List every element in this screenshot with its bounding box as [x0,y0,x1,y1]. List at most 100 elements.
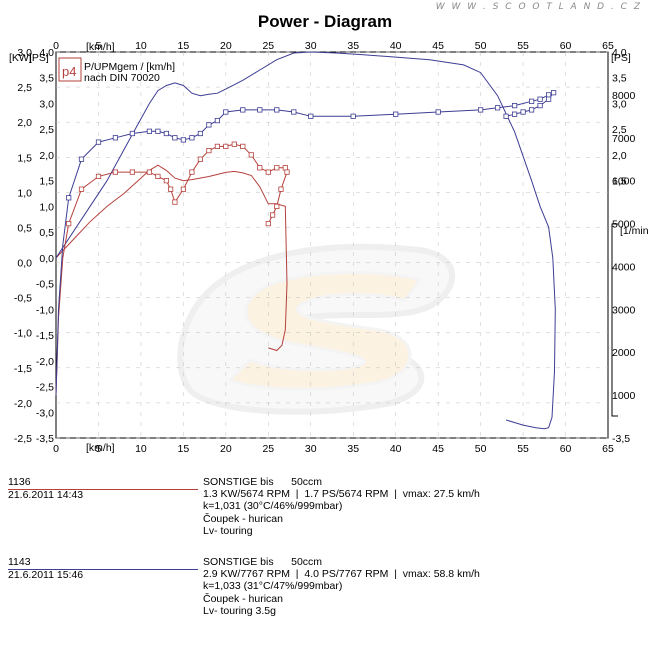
rpm-marker [189,135,195,141]
right-ps-tick-label: 1,5 [612,176,627,188]
rpm-marker [129,169,135,175]
rpm-tick-label: 2000 [612,347,636,359]
right-ps-tick-label: -3,5 [612,433,630,445]
ps-tick-label: 4,0 [39,47,54,59]
right-ps-tick-label: 2,5 [612,124,627,136]
kw-tick-label: -0,5 [14,293,32,305]
rpm-marker [512,103,518,109]
rpm-marker [66,220,72,227]
rpm-tick-label: 1000 [612,390,636,402]
ps-tick-label: 1,5 [39,176,54,188]
x-tick-label-top: 0 [53,40,59,52]
rpm-marker [537,96,543,102]
left-axis-kw-label: [KW] [9,52,32,64]
run-details: SONSTIGE bis 50ccm 1.3 KW/5674 RPM | 1.7… [203,476,480,537]
kw-tick-label: 2,0 [17,117,32,129]
right-axis-ps-label: [PS] [611,52,631,64]
x-tick-label-bottom: 5 [96,443,102,455]
x-tick-label-bottom: 40 [390,443,402,455]
rpm-marker [146,169,152,175]
kw-tick-label: -2,0 [14,398,32,410]
rpm-marker [214,143,220,149]
rpm-marker [167,186,174,192]
rpm-marker [546,96,552,102]
ps-tick-label: 0,5 [39,227,54,239]
p4-logo [58,57,82,82]
x-tick-label-top: 15 [178,40,190,52]
rpm-marker [529,107,535,113]
rpm-marker [512,111,518,117]
x-tick-label-top: 35 [347,40,359,52]
rpm-marker [146,128,152,134]
x-axis-top-label: [km/h] [86,41,115,53]
rpm-marker [214,118,220,124]
ps-tick-label: 3,5 [39,73,54,85]
kw-tick-label: 0,5 [17,222,32,234]
rpm-marker [197,130,203,137]
rpm-marker [112,169,118,175]
power-chart: 0 5 10 15 20 25 30 35 40 45 50 55 60 65 0 5 10 15 20 25 30 3… [9,40,649,455]
chart-title: Power - Diagram [257,12,393,31]
kw-tick-label: -1,0 [14,328,32,340]
x-axis-bottom: 0 5 10 15 20 25 30 35 40 45 50 55 60 65 [53,443,614,455]
rpm-marker [477,107,484,113]
kw-tick-label: -1,5 [14,363,32,375]
rpm-marker [180,186,186,192]
run-color-line [8,489,198,490]
legend-line-2: nach DIN 70020 [84,72,160,84]
rpm-marker [78,156,85,162]
rpm-marker [546,92,552,98]
x-tick-label-top: 30 [305,40,317,52]
x-tick-label-bottom: 55 [517,443,529,455]
x-tick-label-bottom: 45 [432,443,444,455]
run-power: 1.3 KW/5674 RPM | 1.7 PS/5674 RPM | vmax… [203,488,480,501]
ps-tick-label: 3,0 [39,98,54,110]
right-ps-tick-label: 4,0 [612,47,627,59]
rpm-marker [278,186,284,192]
rpm-marker [520,109,526,115]
rpm-marker [240,143,246,149]
rpm-marker [206,122,212,128]
legend-line-1: P/UPMgem / [km/h] [84,61,175,73]
rpm-marker [189,169,195,175]
kw-tick-label: 2,5 [17,82,32,94]
rpm-marker [274,165,280,171]
rpm-marker [248,152,254,158]
run-id: 1143 [8,556,31,568]
run-date: 21.6.2011 15:46 [8,569,84,581]
x-axis-top: 0 5 10 15 20 25 30 35 40 45 50 55 60 65 [53,40,614,52]
run-color-line [8,569,198,570]
rpm-tick-label: 8000 [612,90,636,102]
run-vehicle: Čoupek - hurican [203,512,283,525]
rpm-marker [66,195,72,201]
right-axis-ps: 4,0 3,5 3,0 2,5 2,0 1,5 -3,5 [612,47,630,445]
x-tick-label-bottom: 50 [475,443,487,455]
x-tick-label-bottom: 15 [178,443,190,455]
ps-tick-label: 2,0 [39,150,54,162]
x-axis-bottom-label: [km/h] [86,442,115,454]
x-tick-label-bottom: 20 [220,443,232,455]
run-conditions: k=1,031 (30°C/46%/999mbar) [203,500,343,513]
ps-tick-label: 0,0 [39,253,54,265]
x-tick-label-top: 10 [135,40,147,52]
plot-frame [55,51,609,439]
run-date: 21.6.2011 14:43 [8,489,84,501]
ps-tick-label: -0,5 [36,279,54,291]
p4-logo-text: p4 [62,64,76,79]
rpm-tick-label: 6000 [612,176,636,188]
rpm-marker [274,203,280,209]
x-tick-label-top: 65 [602,40,614,52]
rpm-marker [284,169,290,175]
rpm-marker [163,130,169,137]
rpm-marker [172,135,178,141]
rpm-marker [155,128,161,134]
rpm-marker [274,107,280,113]
rpm-tick-label: 4000 [612,261,636,273]
left-axis-ps: 4,0 3,5 3,0 2,5 2,0 1,5 1,0 0,5 0,0 -0,5 -1,0 -1,5 -… [36,47,54,445]
rpm-marker [265,220,271,227]
right-ps-tick-label: 2,0 [612,150,627,162]
rpm-marker [494,105,501,111]
run-id: 1136 [8,476,31,488]
rpm-marker [112,135,118,141]
run-setup: Lv- touring 3.5g [203,604,276,617]
